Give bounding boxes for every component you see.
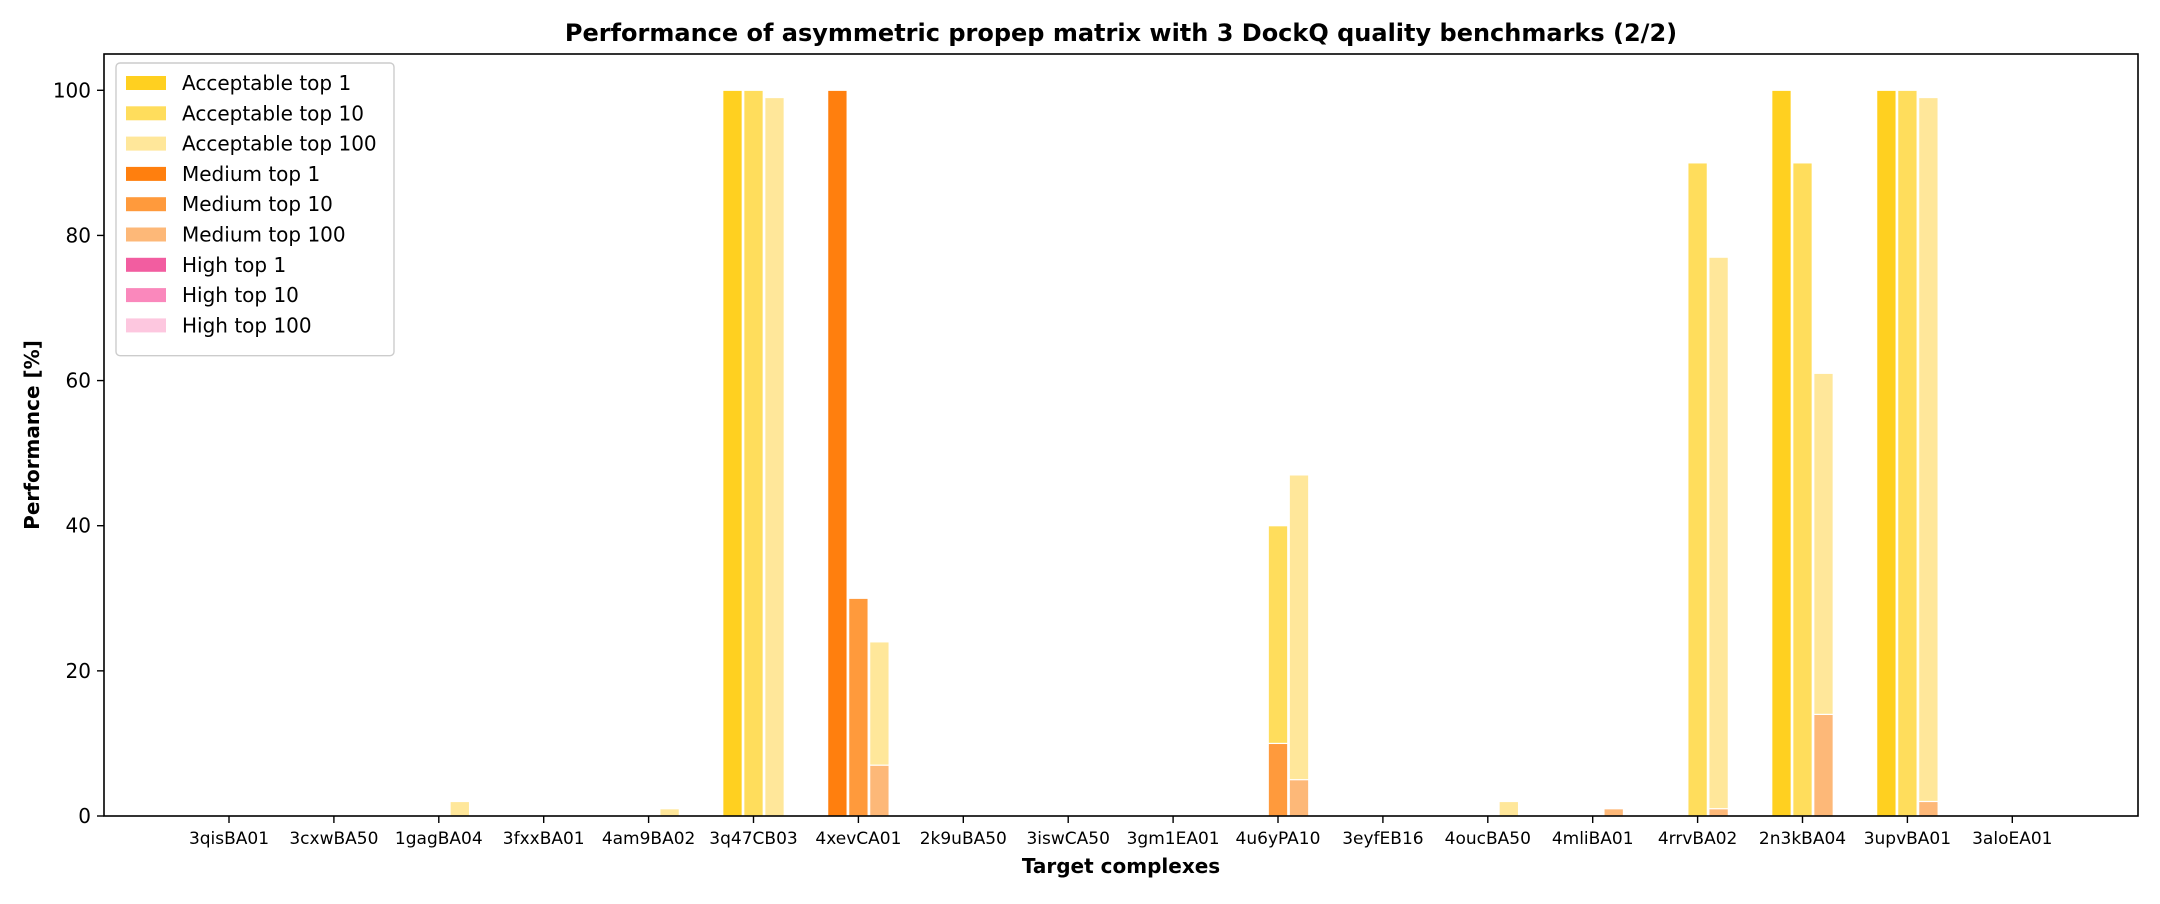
plot-frame (103, 53, 2139, 817)
bar-acceptable-top-1-3q47CB03 (722, 89, 743, 817)
y-tick-label: 20 (66, 659, 91, 683)
bar-acceptable-top-10-3upvBA01 (1897, 89, 1918, 817)
legend-label: Medium top 10 (182, 192, 333, 216)
legend-swatch (126, 76, 166, 90)
legend-label: High top 100 (182, 313, 312, 337)
x-tick-label: 2k9uBA50 (920, 829, 1007, 849)
bar-medium-top-10-4xevCA01 (848, 597, 869, 817)
legend: Acceptable top 1 Acceptable top 10 Accepta… (115, 62, 395, 357)
x-tick-label: 3qisBA01 (189, 829, 269, 849)
bar-acceptable-top-1-3upvBA01 (1876, 89, 1897, 817)
x-tick-label: 3aloEA01 (1972, 829, 2052, 849)
legend-label: Acceptable top 100 (182, 132, 377, 156)
bar-medium-top-100-4u6yPA10 (1288, 779, 1310, 817)
x-tick-label: 3eyfEB16 (1342, 829, 1423, 849)
bar-acceptable-top-10-3q47CB03 (743, 89, 764, 817)
legend-label: Acceptable top 1 (182, 71, 351, 95)
bar-acceptable-top-100-4u6yPA10 (1288, 474, 1310, 817)
x-tick-label: 3fxxBA01 (503, 829, 585, 849)
legend-label: High top 10 (182, 283, 299, 307)
bar-acceptable-top-100-4am9BA02 (659, 808, 680, 817)
bar-medium-top-100-4rrvBA02 (1708, 808, 1729, 817)
x-tick-label: 3q47CB03 (709, 829, 797, 849)
bar-acceptable-top-100-3q47CB03 (764, 96, 785, 817)
x-tick-label: 3gm1EA01 (1127, 829, 1220, 849)
y-tick-label: 100 (53, 78, 91, 102)
legend-frame (115, 62, 395, 357)
bar-acceptable-top-100-3upvBA01 (1918, 96, 1939, 817)
x-tick-label: 2n3kBA04 (1759, 829, 1846, 849)
y-axis: 0 20 40 60 80 100 (53, 78, 104, 828)
x-tick-label: 3upvBA01 (1864, 829, 1951, 849)
x-tick-label: 4u6yPA10 (1236, 829, 1321, 849)
bar-acceptable-top-10-4rrvBA02 (1687, 162, 1708, 817)
legend-swatch (126, 197, 166, 212)
bar-medium-top-100-4mliBA01 (1603, 808, 1625, 817)
bar-acceptable-top-100-1gagBA04 (449, 800, 471, 817)
y-tick-label: 40 (66, 514, 91, 538)
y-tick-label: 60 (66, 369, 91, 393)
bar-medium-top-100-4xevCA01 (869, 764, 890, 817)
bar-acceptable-top-10-2n3kBA04 (1792, 162, 1813, 817)
bars-layer (449, 89, 1939, 817)
legend-swatch (126, 257, 166, 272)
legend-label: Acceptable top 10 (182, 101, 364, 125)
x-tick-label: 4mliBA01 (1552, 829, 1634, 849)
legend-label: Medium top 1 (182, 162, 320, 186)
y-tick-label: 80 (66, 223, 91, 247)
legend-swatch (126, 318, 166, 333)
legend-swatch (126, 136, 166, 151)
x-tick-label: 1gagBA04 (395, 829, 483, 849)
legend-swatch (126, 288, 166, 303)
y-axis-label: Performance [%] (20, 340, 44, 530)
x-axis-label: Target complexes (1022, 854, 1220, 878)
bar-medium-top-100-3upvBA01 (1918, 800, 1939, 817)
bar-medium-top-100-2n3kBA04 (1813, 713, 1834, 817)
x-tick-label: 4rrvBA02 (1658, 829, 1737, 849)
x-tick-label: 3iswCA50 (1026, 829, 1109, 849)
bar-acceptable-top-100-4oucBA50 (1498, 800, 1520, 817)
x-tick-label: 4xevCA01 (815, 829, 901, 849)
bar-acceptable-top-100-4rrvBA02 (1708, 256, 1729, 817)
bar-medium-top-10-4u6yPA10 (1267, 742, 1289, 817)
legend-swatch (126, 166, 166, 181)
legend-swatch (126, 106, 166, 121)
bar-medium-top-1-4xevCA01 (827, 89, 848, 817)
x-tick-label: 4oucBA50 (1445, 829, 1531, 849)
bar-acceptable-top-1-2n3kBA04 (1771, 89, 1792, 817)
x-tick-label: 3cxwBA50 (289, 829, 378, 849)
legend-label: Medium top 100 (182, 223, 346, 247)
legend-label: High top 1 (182, 253, 286, 277)
legend-swatch (126, 227, 166, 242)
y-tick-label: 0 (78, 804, 91, 828)
x-axis: 3qisBA01 3cxwBA50 1gagBA04 3fxxBA01 4am9BA02… (189, 816, 2052, 849)
chart-title: Performance of asymmetric propep matrix … (565, 19, 1677, 47)
x-tick-label: 4am9BA02 (602, 829, 696, 849)
